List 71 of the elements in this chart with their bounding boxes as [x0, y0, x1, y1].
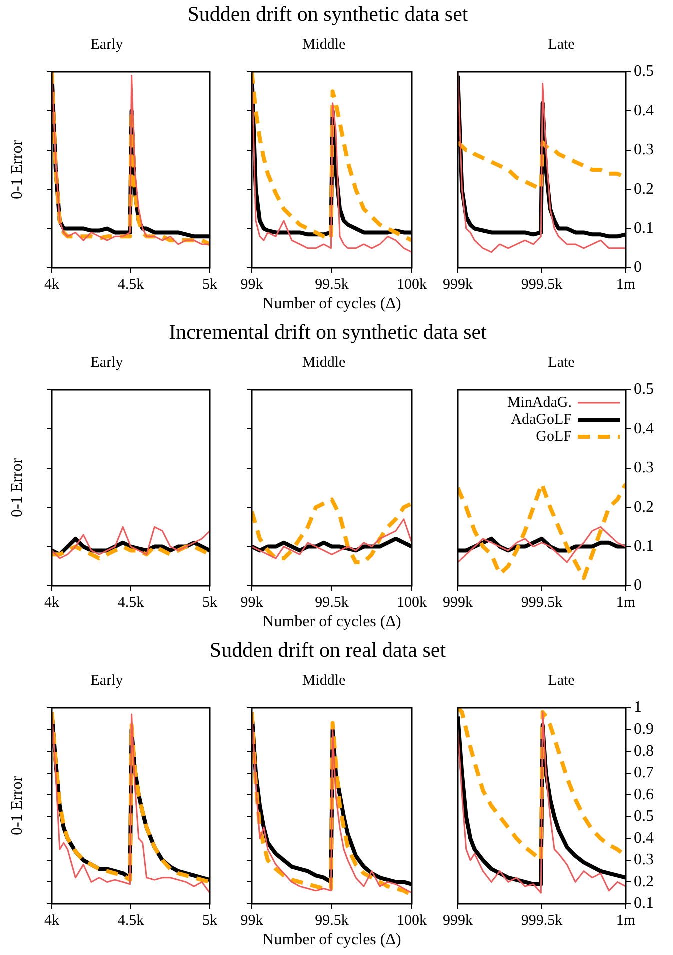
- chart-subtitle: Early: [90, 672, 124, 689]
- y-tick-label: 0.4: [634, 830, 654, 847]
- y-tick-label: 0.1: [634, 538, 654, 556]
- legend-label: AdaGoLF: [511, 412, 572, 428]
- y-tick-label: 0.3: [634, 142, 654, 159]
- y-tick-label: 0.1: [634, 895, 654, 912]
- chart-subtitle: Early: [90, 36, 124, 53]
- y-tick-label: 0.3: [634, 460, 654, 477]
- y-tick-label: 0.5: [634, 63, 654, 80]
- y-tick-label: 0: [634, 259, 642, 276]
- chart-subtitle: Late: [548, 672, 576, 689]
- x-tick-label: 1m: [616, 912, 636, 929]
- x-tick-label: 99.5k: [315, 276, 350, 293]
- x-tick-label: 999k: [443, 276, 474, 293]
- y-tick-label: 0.4: [634, 102, 654, 120]
- chart-subtitle: Early: [90, 354, 124, 371]
- x-tick-label: 5k: [202, 276, 218, 293]
- x-tick-label: 4k: [44, 912, 60, 929]
- y-tick-label: 0.4: [634, 420, 654, 438]
- x-tick-label: 99k: [240, 594, 264, 611]
- x-tick-label: 1m: [616, 594, 636, 611]
- x-tick-label: 5k: [202, 594, 218, 611]
- y-tick-label: 0.5: [634, 381, 654, 398]
- x-tick-label: 99.5k: [315, 912, 350, 929]
- y-tick-label: 0.6: [634, 786, 654, 804]
- chart-title: Sudden drift on real data set: [210, 638, 446, 663]
- chart-subtitle: Late: [548, 354, 576, 371]
- legend-label: MinAdaG.: [507, 394, 572, 411]
- y-tick-label: 0.2: [634, 180, 654, 198]
- y-tick-label: 0.3: [634, 852, 654, 869]
- y-axis-title: 0-1 Error: [8, 776, 26, 836]
- chart-subtitle: Middle: [302, 354, 346, 371]
- x-tick-label: 999.5k: [521, 912, 564, 929]
- x-axis-title: Number of cycles (Δ): [262, 296, 402, 313]
- y-tick-label: 0.5: [634, 808, 654, 826]
- y-tick-label: 0.2: [634, 873, 654, 890]
- y-tick-label: 0.9: [634, 720, 654, 738]
- x-tick-label: 5k: [202, 912, 218, 929]
- chart-title: Sudden drift on synthetic data set: [188, 2, 468, 27]
- x-axis-title: Number of cycles (Δ): [262, 614, 402, 631]
- x-tick-label: 100k: [397, 594, 428, 611]
- x-tick-label: 4.5k: [118, 594, 145, 611]
- x-tick-label: 99k: [240, 276, 264, 293]
- x-tick-label: 999.5k: [521, 594, 564, 611]
- y-tick-label: 1: [634, 699, 642, 716]
- y-tick-label: 0: [634, 577, 642, 594]
- chart-subtitle: Middle: [302, 36, 346, 53]
- x-tick-label: 4.5k: [118, 276, 145, 293]
- chart-subtitle: Middle: [302, 672, 346, 689]
- legend-label: GoLF: [536, 428, 572, 445]
- x-tick-label: 99k: [240, 912, 264, 929]
- x-tick-label: 99.5k: [315, 594, 350, 611]
- x-tick-label: 4k: [44, 594, 60, 611]
- x-tick-label: 999.5k: [521, 276, 564, 293]
- y-tick-label: 0.7: [634, 764, 654, 782]
- y-tick-label: 0.8: [634, 742, 654, 760]
- x-tick-label: 1m: [616, 276, 636, 293]
- y-axis-title: 0-1 Error: [8, 140, 26, 200]
- y-tick-label: 0.2: [634, 498, 654, 516]
- x-tick-label: 999k: [443, 912, 474, 929]
- y-axis-title: 0-1 Error: [8, 458, 26, 518]
- x-tick-label: 4k: [44, 276, 60, 293]
- x-tick-label: 999k: [443, 594, 474, 611]
- line-series: [458, 482, 626, 580]
- x-tick-label: 100k: [397, 276, 428, 293]
- x-tick-label: 100k: [397, 912, 428, 929]
- y-tick-label: 0.1: [634, 220, 654, 238]
- chart-subtitle: Late: [548, 36, 576, 53]
- x-axis-title: Number of cycles (Δ): [262, 932, 402, 949]
- x-tick-label: 4.5k: [118, 912, 145, 929]
- chart-title: Incremental drift on synthetic data set: [169, 320, 487, 345]
